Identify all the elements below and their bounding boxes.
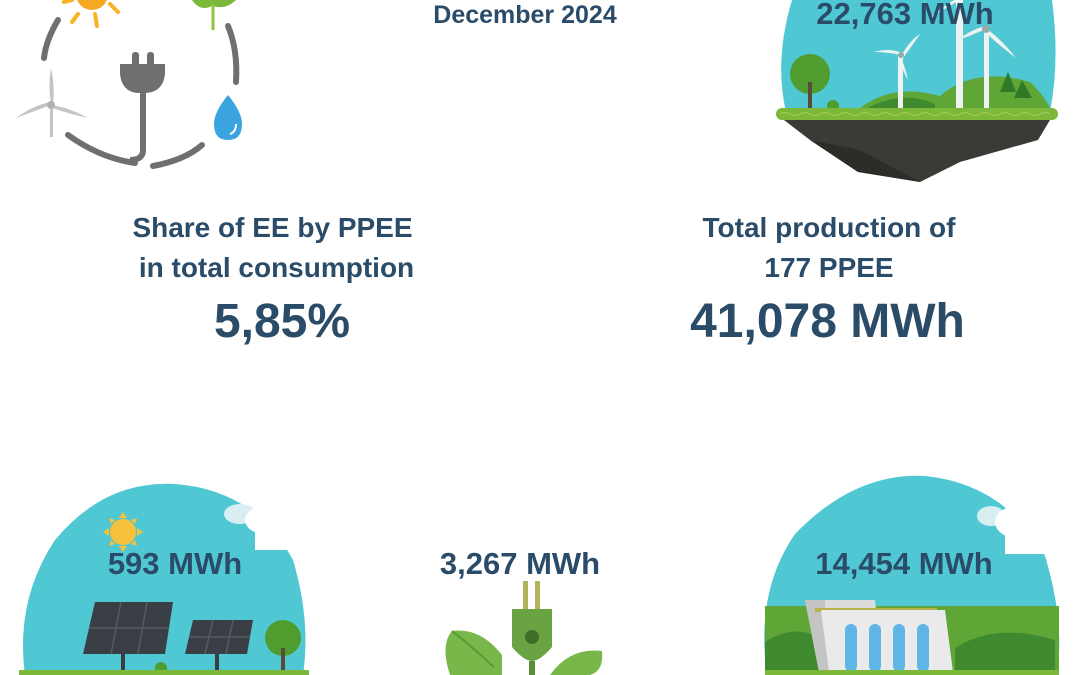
solar-panel-icon bbox=[19, 483, 310, 675]
renewable-cycle-logo bbox=[10, 0, 260, 175]
hydro-production-value: 14,454 MWh bbox=[815, 546, 993, 581]
wind-production-value: 22,763 MWh bbox=[816, 0, 994, 31]
hydro-tile bbox=[755, 472, 1065, 675]
wind-tile bbox=[770, 0, 1065, 185]
cycle-arc-icon bbox=[41, 17, 240, 169]
hydro-dam-icon bbox=[764, 475, 1065, 675]
solar-tile bbox=[15, 480, 310, 675]
total-label-line1: Total production of bbox=[702, 212, 956, 243]
wind-turbine-icon bbox=[16, 68, 88, 137]
biomass-tile bbox=[440, 575, 610, 675]
total-value: 41,078 MWh bbox=[690, 295, 965, 348]
green-plug-icon bbox=[445, 581, 603, 675]
biomass-production-value: 3,267 MWh bbox=[439, 546, 601, 581]
sun-icon bbox=[103, 512, 143, 552]
plug-icon bbox=[120, 52, 165, 163]
solar-production-value: 593 MWh bbox=[107, 546, 243, 581]
report-period: December 2024 bbox=[433, 1, 617, 29]
share-value: 5,85% bbox=[213, 295, 351, 348]
share-label-line1: Share of EE by PPEE bbox=[132, 212, 413, 243]
share-label-line2: in total consumption bbox=[138, 252, 415, 283]
total-label-line2: 177 PPEE bbox=[764, 252, 894, 283]
wind-farm-icon bbox=[776, 0, 1058, 182]
water-drop-icon bbox=[214, 95, 242, 140]
sun-icon bbox=[62, 0, 120, 28]
leaf-sprout-icon bbox=[192, 0, 236, 30]
